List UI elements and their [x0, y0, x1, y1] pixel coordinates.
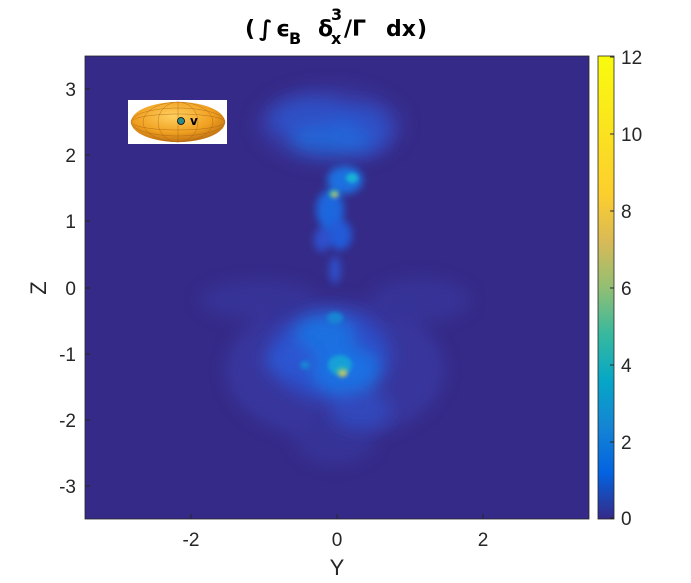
jet [314, 166, 363, 284]
y-tick-label: 3 [65, 80, 76, 101]
y-tick-label: -2 [59, 411, 76, 432]
colorbar-tick-label: 8 [621, 202, 632, 223]
colorbar-tick-label: 2 [621, 433, 632, 454]
x-tick-label: 0 [332, 530, 343, 551]
inset-image: v [128, 100, 227, 144]
title-dx: dx [386, 17, 416, 42]
y-ticks: 3 2 1 0 -1 -2 -3 [59, 80, 90, 498]
colorbar-tick-label: 10 [621, 125, 642, 146]
title-integral: ∫ [259, 17, 272, 42]
y-tick-label: 1 [65, 212, 76, 233]
y-tick-label: 2 [65, 146, 76, 167]
x-axis-label: Y [330, 555, 345, 580]
colorbar-tick-label: 12 [621, 48, 642, 69]
y-tick-label: -1 [59, 345, 76, 366]
title-open: ( [245, 17, 255, 42]
inset-glyph: v [190, 114, 198, 128]
title-delta: δ [318, 17, 333, 42]
x-tick-label: -2 [183, 530, 200, 551]
title-close: ) [417, 17, 427, 42]
plot-area [85, 56, 589, 519]
colorbar-tick-label: 4 [621, 356, 632, 377]
plot-title: ( ∫ ϵ B δ 3 x /Γ dx ) [245, 5, 427, 48]
colorbar-tick-label: 6 [621, 279, 632, 300]
observer-marker [177, 117, 185, 125]
title-delta-sup: 3 [331, 5, 342, 24]
title-slash-gamma: /Γ [344, 17, 366, 42]
x-ticks: -2 0 2 [183, 514, 489, 551]
lower-lobe-bright [300, 312, 352, 377]
colorbar-ticks [610, 56, 614, 519]
colorbar: 12 10 8 6 4 2 0 [597, 48, 642, 530]
title-delta-sub: x [331, 29, 342, 48]
title-epsilon-sub: B [289, 29, 301, 48]
y-tick-label: 0 [65, 279, 76, 300]
upper-lobe [270, 98, 390, 155]
y-axis-label: Z [26, 281, 51, 294]
colorbar-tick-label: 0 [621, 509, 632, 530]
x-tick-label: 2 [478, 530, 489, 551]
jet-bright [329, 173, 358, 198]
y-tick-label: -3 [59, 477, 76, 498]
title-epsilon: ϵ [276, 17, 290, 42]
